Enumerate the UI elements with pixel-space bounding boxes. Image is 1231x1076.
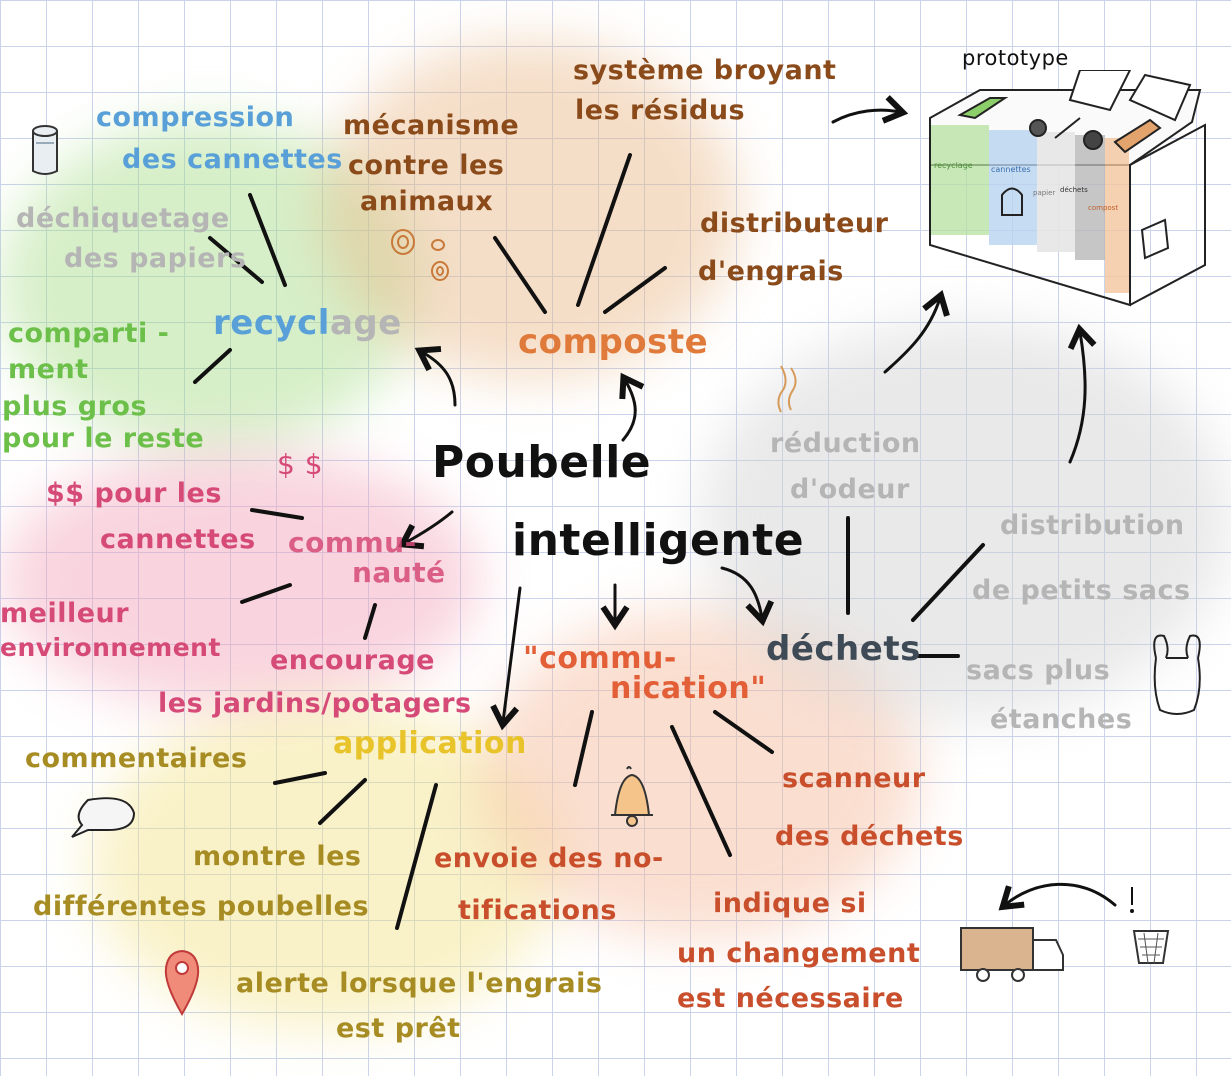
recyclage-title-part2: age xyxy=(329,303,402,343)
prototype-label-recyclage: recyclage xyxy=(934,161,973,170)
prototype-label-dechets: déchets xyxy=(1060,186,1088,194)
dechets-title: déchets xyxy=(766,629,921,669)
notifications-line1: envoie des no- xyxy=(434,843,664,874)
speech-bubble-icon xyxy=(71,797,136,838)
compartiment-line1: comparti - xyxy=(8,318,170,349)
orange-wash xyxy=(480,610,920,940)
can-icon xyxy=(32,125,58,175)
jardins-line2: les jardins/potagers xyxy=(158,688,472,719)
distributeur-line1: distributeur xyxy=(700,208,889,239)
commentaires-label: commentaires xyxy=(25,743,248,774)
indique-line1: indique si xyxy=(713,888,867,919)
systeme-line1: système broyant xyxy=(573,55,837,86)
indique-line2: un changement xyxy=(677,938,921,969)
compression-line2: des cannettes xyxy=(122,144,343,175)
prototype-label-papier: papier xyxy=(1033,189,1055,197)
compartiment-line3: plus gros xyxy=(2,391,148,422)
communication-title-line1: "commu- xyxy=(523,641,677,676)
mecanisme-line1: mécanisme xyxy=(343,110,520,141)
dollar-sign-icon: $ $ xyxy=(277,448,324,481)
dechiquetage-line1: déchiquetage xyxy=(16,203,230,234)
compost-title: composte xyxy=(518,322,709,362)
jardins-line1: encourage xyxy=(270,645,435,676)
compartiment-line4: pour le reste xyxy=(2,423,205,454)
dechiquetage-line2: des papiers xyxy=(64,243,247,274)
pink-wash xyxy=(0,450,480,710)
odor-icon xyxy=(777,365,797,413)
mecanisme-line3: animaux xyxy=(360,186,494,217)
location-pin-icon xyxy=(164,949,200,1016)
communaute-title-line2: nauté xyxy=(352,556,446,589)
notifications-line2: tifications xyxy=(458,895,617,926)
prototype-bin-icon: recyclage cannettes papier déchets compo… xyxy=(929,70,1206,307)
compression-line1: compression xyxy=(96,102,295,133)
central-topic-line2: intelligente xyxy=(512,515,805,566)
etanches-line2: étanches xyxy=(990,704,1133,735)
sacs-line2: de petits sacs xyxy=(972,575,1191,606)
environnement-line1: meilleur xyxy=(0,598,130,629)
sacs-line1: distribution xyxy=(1000,510,1185,541)
exclamation-icon xyxy=(1130,887,1134,913)
montre-line1: montre les xyxy=(193,841,362,872)
scanneur-line1: scanneur xyxy=(782,763,926,794)
bag-icon xyxy=(1153,634,1201,715)
mecanisme-line2: contre les xyxy=(348,150,505,181)
alerte-line2: est prêt xyxy=(336,1013,461,1044)
prototype-label-cannettes: cannettes xyxy=(991,165,1031,174)
compartiment-line2: ment xyxy=(8,354,89,385)
etanches-line1: sacs plus xyxy=(966,655,1111,686)
brown-wash xyxy=(320,40,740,380)
systeme-line2: les résidus xyxy=(575,95,746,126)
communaute-title-line1: commu- xyxy=(288,526,417,559)
trash-basket-icon xyxy=(1132,930,1170,964)
montre-line2: différentes poubelles xyxy=(33,891,370,922)
green-wash xyxy=(0,120,420,450)
argent-line2: cannettes xyxy=(100,524,256,555)
recyclage-title-part1: recycl xyxy=(213,303,330,343)
scanneur-line2: des déchets xyxy=(775,821,964,852)
grey-wash xyxy=(700,320,1231,720)
environnement-line2: environnement xyxy=(0,633,221,662)
central-topic-line1: Poubelle xyxy=(432,437,652,488)
alerte-line1: alerte lorsque l'engrais xyxy=(236,968,603,999)
seeds-icon xyxy=(391,229,449,281)
odeur-line1: réduction xyxy=(770,428,921,459)
indique-line3: est nécessaire xyxy=(677,983,904,1014)
prototype-title: prototype xyxy=(962,46,1069,70)
distributeur-line2: d'engrais xyxy=(698,256,844,287)
application-title: application xyxy=(333,726,527,761)
communication-title-line2: nication" xyxy=(610,671,767,706)
prototype-label-compost: compost xyxy=(1088,204,1118,212)
odeur-line2: d'odeur xyxy=(790,474,910,505)
argent-line1: $$ pour les xyxy=(46,478,222,509)
truck-icon xyxy=(960,927,1064,982)
bell-icon xyxy=(611,766,653,827)
recyclage-title: recyclage xyxy=(213,303,402,343)
